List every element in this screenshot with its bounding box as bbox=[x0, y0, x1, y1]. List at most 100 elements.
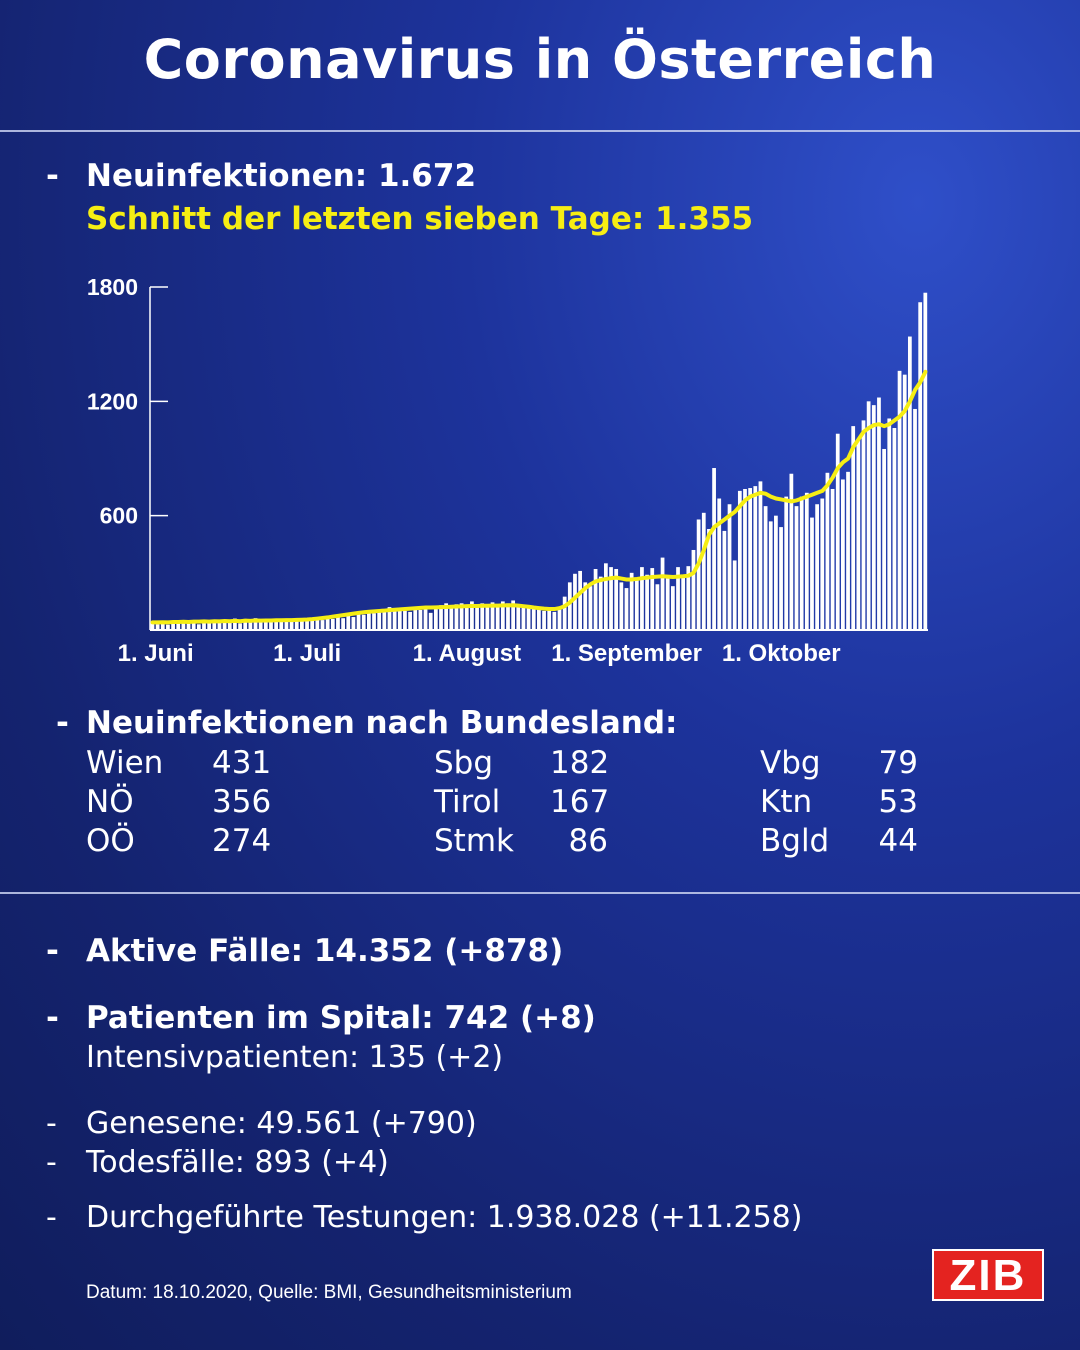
chart-bar bbox=[609, 567, 613, 630]
chart-bar bbox=[521, 605, 526, 630]
chart-bar bbox=[789, 473, 794, 630]
bundesland-name: Ktn bbox=[760, 784, 813, 820]
chart-bar bbox=[712, 468, 716, 630]
bundesland-name: NÖ bbox=[86, 784, 134, 820]
chart-bar bbox=[464, 605, 469, 630]
chart-bar bbox=[583, 582, 588, 630]
chart-bar bbox=[923, 292, 928, 630]
chart-bar bbox=[444, 603, 449, 630]
x-tick-label: 1. Oktober bbox=[722, 640, 841, 667]
chart-bar bbox=[222, 619, 227, 630]
chart-bar bbox=[361, 614, 366, 630]
chart-bar bbox=[433, 607, 438, 630]
chart-bar bbox=[531, 609, 536, 630]
chart-bar bbox=[495, 604, 500, 630]
chart-bar bbox=[387, 607, 392, 630]
bullet-dash: - bbox=[46, 1145, 57, 1180]
bullet-dash: - bbox=[56, 705, 69, 741]
chart-bar bbox=[681, 574, 686, 630]
bullet-dash: - bbox=[46, 1000, 59, 1036]
chart-bar bbox=[578, 570, 582, 630]
bundesland-name: OÖ bbox=[86, 823, 135, 859]
chart-bar bbox=[279, 622, 284, 630]
chart-bar bbox=[263, 619, 268, 630]
chart-bar bbox=[696, 519, 701, 630]
chart-bar bbox=[284, 618, 289, 630]
chart-bar bbox=[784, 496, 789, 630]
divider-top bbox=[0, 130, 1080, 132]
chart-bar bbox=[552, 611, 557, 630]
chart-bar bbox=[804, 492, 809, 630]
chart-bar bbox=[480, 603, 485, 630]
chart-bar bbox=[160, 622, 165, 630]
active-cases: Aktive Fälle: 14.352 (+878) bbox=[86, 933, 564, 969]
chart-bar bbox=[619, 582, 624, 630]
chart-bar bbox=[650, 568, 655, 630]
chart-bar bbox=[150, 623, 155, 630]
footer-source: Datum: 18.10.2020, Quelle: BMI, Gesundhe… bbox=[86, 1282, 572, 1303]
chart-bar bbox=[238, 623, 242, 630]
bundesland-name: Bgld bbox=[760, 823, 830, 859]
y-tick-label: 1200 bbox=[87, 388, 138, 414]
chart-bar bbox=[774, 515, 778, 630]
chart-bar bbox=[562, 596, 567, 630]
chart-bar bbox=[330, 618, 335, 630]
chart-bar bbox=[851, 426, 856, 630]
chart-bar bbox=[454, 604, 459, 630]
bundesland-name: Stmk bbox=[434, 823, 514, 859]
chart-bar bbox=[645, 574, 649, 630]
bundesland-value: 431 bbox=[212, 745, 272, 781]
chart-bar bbox=[537, 608, 541, 630]
chart-bar bbox=[449, 606, 454, 630]
hospital-patients: Patienten im Spital: 742 (+8) bbox=[86, 1000, 596, 1036]
infections-chart: 600 1200 1800 1. Juni 1. Juli 1. August 1. Sep… bbox=[87, 274, 928, 667]
chart-bar bbox=[737, 490, 742, 630]
chart-bar bbox=[294, 620, 299, 630]
chart-bar bbox=[315, 618, 320, 630]
chart-bar bbox=[655, 584, 660, 630]
chart-bar bbox=[305, 620, 309, 630]
bundesland-name: Wien bbox=[86, 745, 164, 781]
zib-logo: ZIB bbox=[932, 1249, 1044, 1301]
chart-bar bbox=[686, 566, 691, 630]
chart-bar bbox=[547, 609, 552, 630]
chart-bar bbox=[861, 420, 866, 630]
chart-bar bbox=[841, 479, 845, 630]
chart-bar bbox=[691, 549, 696, 630]
chart-bar bbox=[428, 612, 433, 630]
chart-bar bbox=[727, 504, 732, 630]
chart-bar bbox=[372, 613, 376, 630]
chart-bar bbox=[799, 496, 804, 630]
chart-bar bbox=[670, 586, 675, 630]
bundesland-value: 44 bbox=[878, 823, 918, 859]
chart-bar bbox=[403, 610, 407, 630]
chart-bar bbox=[794, 506, 799, 630]
chart-bar bbox=[413, 609, 418, 630]
chart-bar bbox=[176, 622, 181, 630]
chart-bar bbox=[913, 408, 917, 630]
chart-bar bbox=[300, 620, 304, 630]
chart-bar bbox=[320, 620, 325, 630]
chart-bar bbox=[871, 405, 876, 630]
chart-bar bbox=[887, 418, 892, 630]
chart-bar bbox=[897, 370, 902, 630]
chart-bar bbox=[758, 481, 763, 630]
chart-bar bbox=[779, 527, 783, 630]
chart-bar bbox=[629, 572, 634, 630]
chart-bar bbox=[490, 602, 495, 630]
chart-bar bbox=[748, 488, 753, 630]
chart-bar bbox=[351, 617, 356, 630]
chart-bar bbox=[882, 448, 886, 630]
chart-bar bbox=[336, 616, 340, 630]
chart-bar bbox=[722, 530, 727, 630]
chart-bar bbox=[171, 621, 175, 631]
chart-bar bbox=[763, 506, 768, 630]
x-tick-label: 1. August bbox=[413, 640, 521, 667]
bundesland-value: 356 bbox=[212, 784, 272, 820]
bundesland-value: 79 bbox=[878, 745, 918, 781]
bullet-dash: - bbox=[46, 933, 59, 969]
bundesland-name: Vbg bbox=[760, 745, 821, 781]
bundesland-name: Tirol bbox=[434, 784, 501, 820]
chart-bar bbox=[500, 601, 505, 630]
chart-bar bbox=[367, 611, 371, 630]
